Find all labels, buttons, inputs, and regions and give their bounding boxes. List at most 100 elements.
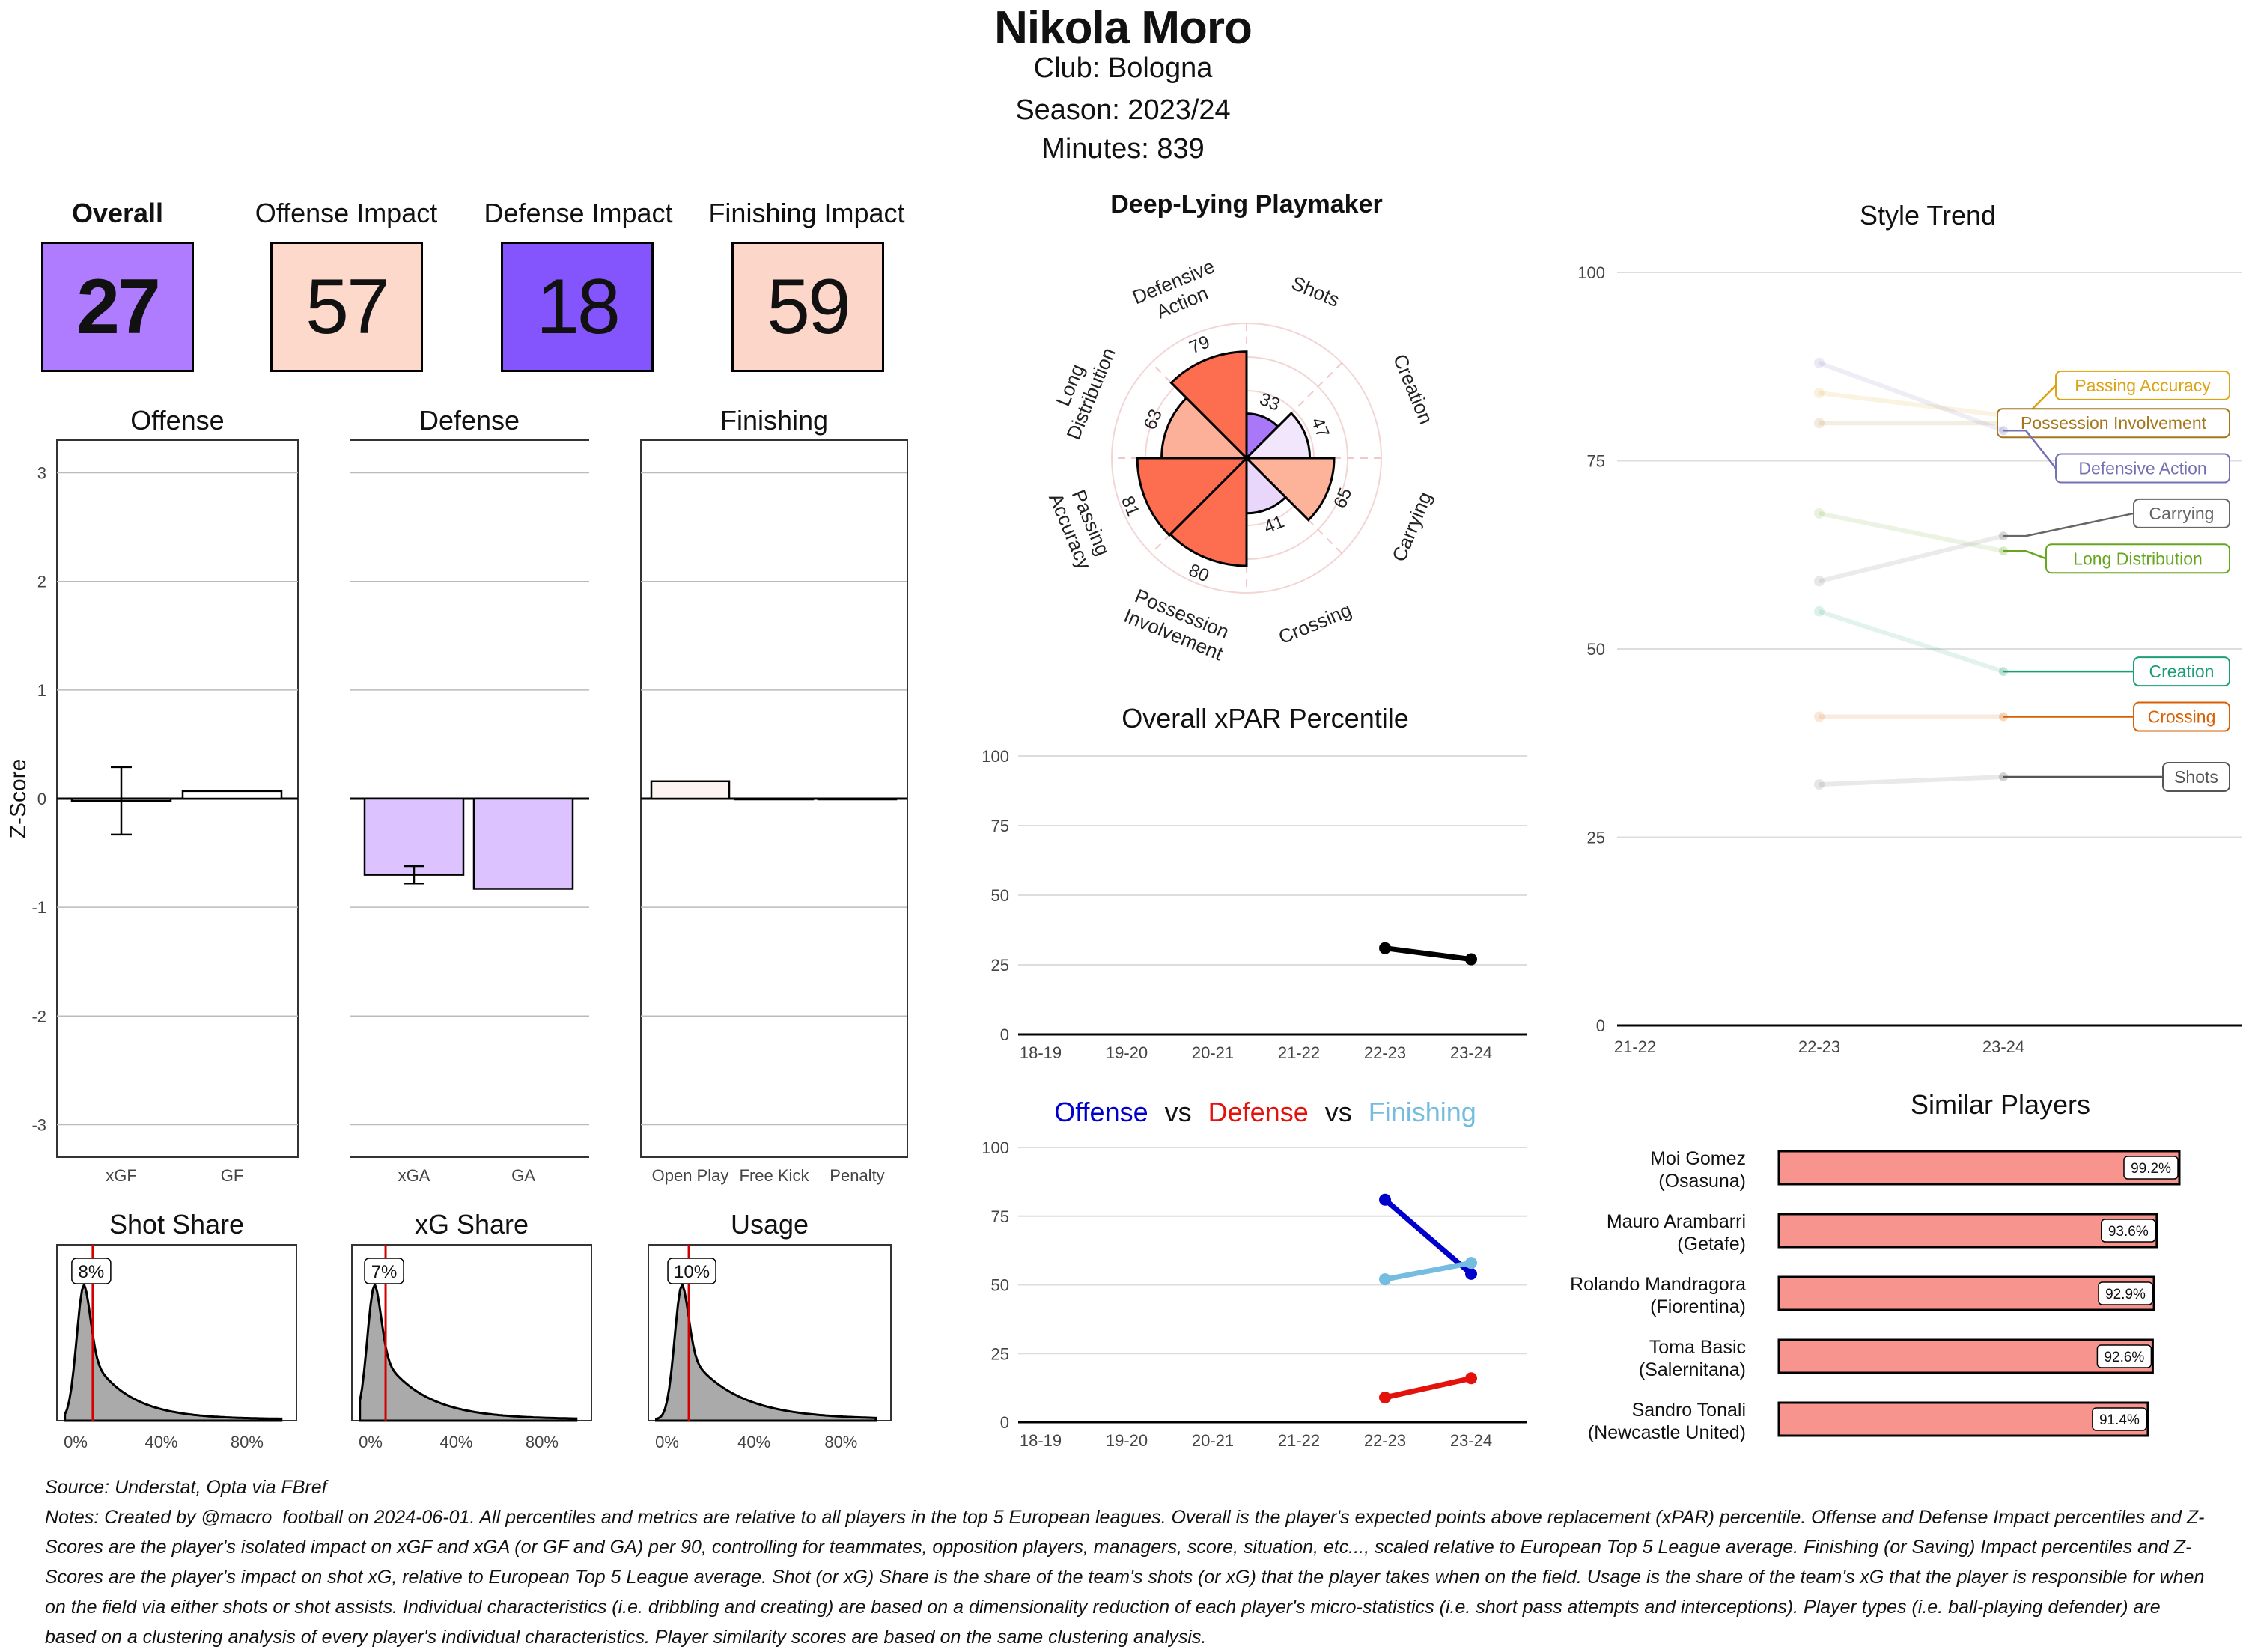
ovd-title-part: Defense [1208, 1097, 1309, 1127]
share-label: 7% [371, 1262, 398, 1282]
line-category-label: 23-24 [1450, 1431, 1492, 1450]
series-point [1465, 1267, 1477, 1280]
zscore-tick-label: -3 [31, 1115, 46, 1134]
radar-category-word: Creation [1389, 351, 1437, 427]
style-label-box [2133, 701, 2230, 732]
zscore-category-label: Penalty [830, 1166, 884, 1185]
overall-card-title: Overall [71, 198, 164, 228]
similar-value-box [2096, 1344, 2152, 1368]
style-connector [2003, 512, 2134, 537]
zscore-bar [650, 780, 731, 800]
share-tick-label: 0% [64, 1433, 88, 1451]
similar-value-box [2092, 1407, 2147, 1431]
radar-wedge [1169, 455, 1248, 567]
style-series-faded [1819, 510, 2004, 554]
overall-value: 27 [76, 263, 161, 350]
style-series-label: Possession Involvement [2021, 413, 2207, 433]
radar-category-word: Shots [1288, 272, 1343, 311]
similar-value-label: 93.6% [2108, 1224, 2149, 1240]
series-point [1379, 1273, 1391, 1286]
similar-player-club: (Newcastle United) [1588, 1422, 1746, 1443]
style-series-faded [1819, 534, 2004, 584]
style-series-faded [1819, 609, 2004, 674]
overall-card: 27 [41, 242, 194, 372]
radar-category-label: DefensiveAction [1129, 254, 1226, 329]
club-line: Club: Bologna [1033, 52, 1213, 84]
style-tick-label: 50 [1587, 640, 1605, 659]
line-category-label: 23-24 [1450, 1043, 1492, 1062]
radar-value-label: 65 [1330, 485, 1356, 511]
style-point-faded [1814, 418, 1825, 429]
radar-category-label: PassingAccuracy [1044, 481, 1116, 573]
style-tick-label: 25 [1587, 829, 1605, 847]
radar-value-label: 63 [1140, 406, 1166, 433]
share-tick-label: 80% [526, 1433, 559, 1451]
series-point [1379, 1193, 1391, 1206]
share-panel-title: Usage [731, 1209, 809, 1240]
similar-bar [1777, 1401, 2149, 1437]
zscore-tick-label: -2 [31, 1007, 46, 1025]
line-category-label: 20-21 [1192, 1043, 1234, 1062]
zscore-category-label: Open Play [652, 1166, 729, 1185]
season-line: Season: 2023/24 [1015, 94, 1231, 126]
series-point [1465, 1372, 1477, 1385]
radar-wedge [1244, 457, 1336, 522]
style-series-label: Passing Accuracy [2075, 376, 2211, 395]
style-connector [2003, 549, 2047, 560]
offense-impact-card: 57 [270, 242, 423, 372]
style-series-label: Shots [2174, 767, 2218, 787]
share-density-area [654, 1281, 877, 1422]
style-series-faded [1819, 775, 2004, 787]
radar-wedge [1169, 350, 1248, 461]
minutes-line: Minutes: 839 [1041, 133, 1205, 165]
style-label-box [2133, 498, 2230, 528]
line-category-label: 19-20 [1106, 1043, 1148, 1062]
share-label-box [71, 1258, 112, 1284]
ovd-title-part: vs [1325, 1097, 1352, 1127]
ovd-title-part: vs [1165, 1097, 1192, 1127]
zscore-panel-title: Offense [130, 405, 224, 436]
radar-value-label: 80 [1186, 560, 1212, 586]
similar-value-box [2123, 1156, 2179, 1180]
radar-category-label: PossessionInvolvement [1121, 583, 1235, 665]
zscore-category-label: GF [221, 1166, 244, 1185]
style-series-label: Defensive Action [2078, 459, 2206, 478]
similar-value-label: 99.2% [2131, 1161, 2171, 1177]
share-label-box [667, 1258, 716, 1284]
share-tick-label: 80% [231, 1433, 264, 1451]
line-tick-label: 50 [991, 886, 1009, 905]
style-series-label: Long Distribution [2073, 549, 2203, 568]
style-point-faded [1814, 357, 1825, 368]
ovd-title-part: Finishing [1369, 1097, 1476, 1127]
radar-value-label: 41 [1261, 511, 1287, 537]
line-tick-label: 100 [982, 747, 1009, 766]
offense-impact-value: 57 [305, 263, 390, 350]
style-trend-title: Style Trend [1860, 200, 1996, 231]
ovd-title-part: Offense [1054, 1097, 1148, 1127]
style-category-label: 21-22 [1614, 1037, 1656, 1056]
finishing-impact-card: 59 [731, 242, 884, 372]
finishing-card-title: Finishing Impact [708, 198, 905, 228]
radar-wedge [1136, 457, 1250, 537]
zscore-category-label: Free Kick [740, 1166, 810, 1185]
zscore-tick-label: -1 [31, 898, 46, 917]
zscore-tick-label: 0 [37, 790, 46, 808]
zscore-tick-label: 2 [37, 573, 46, 591]
radar-wedge [1160, 396, 1250, 460]
radar-category-word: Carrying [1387, 488, 1436, 564]
zscore-tick-label: 1 [37, 681, 46, 700]
style-series-label: Creation [2149, 662, 2215, 681]
line-tick-label: 25 [991, 956, 1009, 975]
radar-category-label: Shots [1288, 272, 1343, 311]
line-category-label: 19-20 [1106, 1431, 1148, 1450]
similar-title: Similar Players [1911, 1089, 2090, 1120]
zscore-category-label: xGF [106, 1166, 137, 1185]
share-tick-label: 80% [824, 1433, 857, 1451]
share-panel-title: xG Share [415, 1209, 529, 1240]
style-category-label: 22-23 [1798, 1037, 1840, 1056]
series-line [1383, 1198, 1473, 1276]
share-density-area [64, 1281, 283, 1422]
similar-player-name: Mauro Arambarri [1607, 1211, 1746, 1232]
series-line [1384, 1375, 1472, 1400]
line-category-label: 22-23 [1364, 1043, 1406, 1062]
